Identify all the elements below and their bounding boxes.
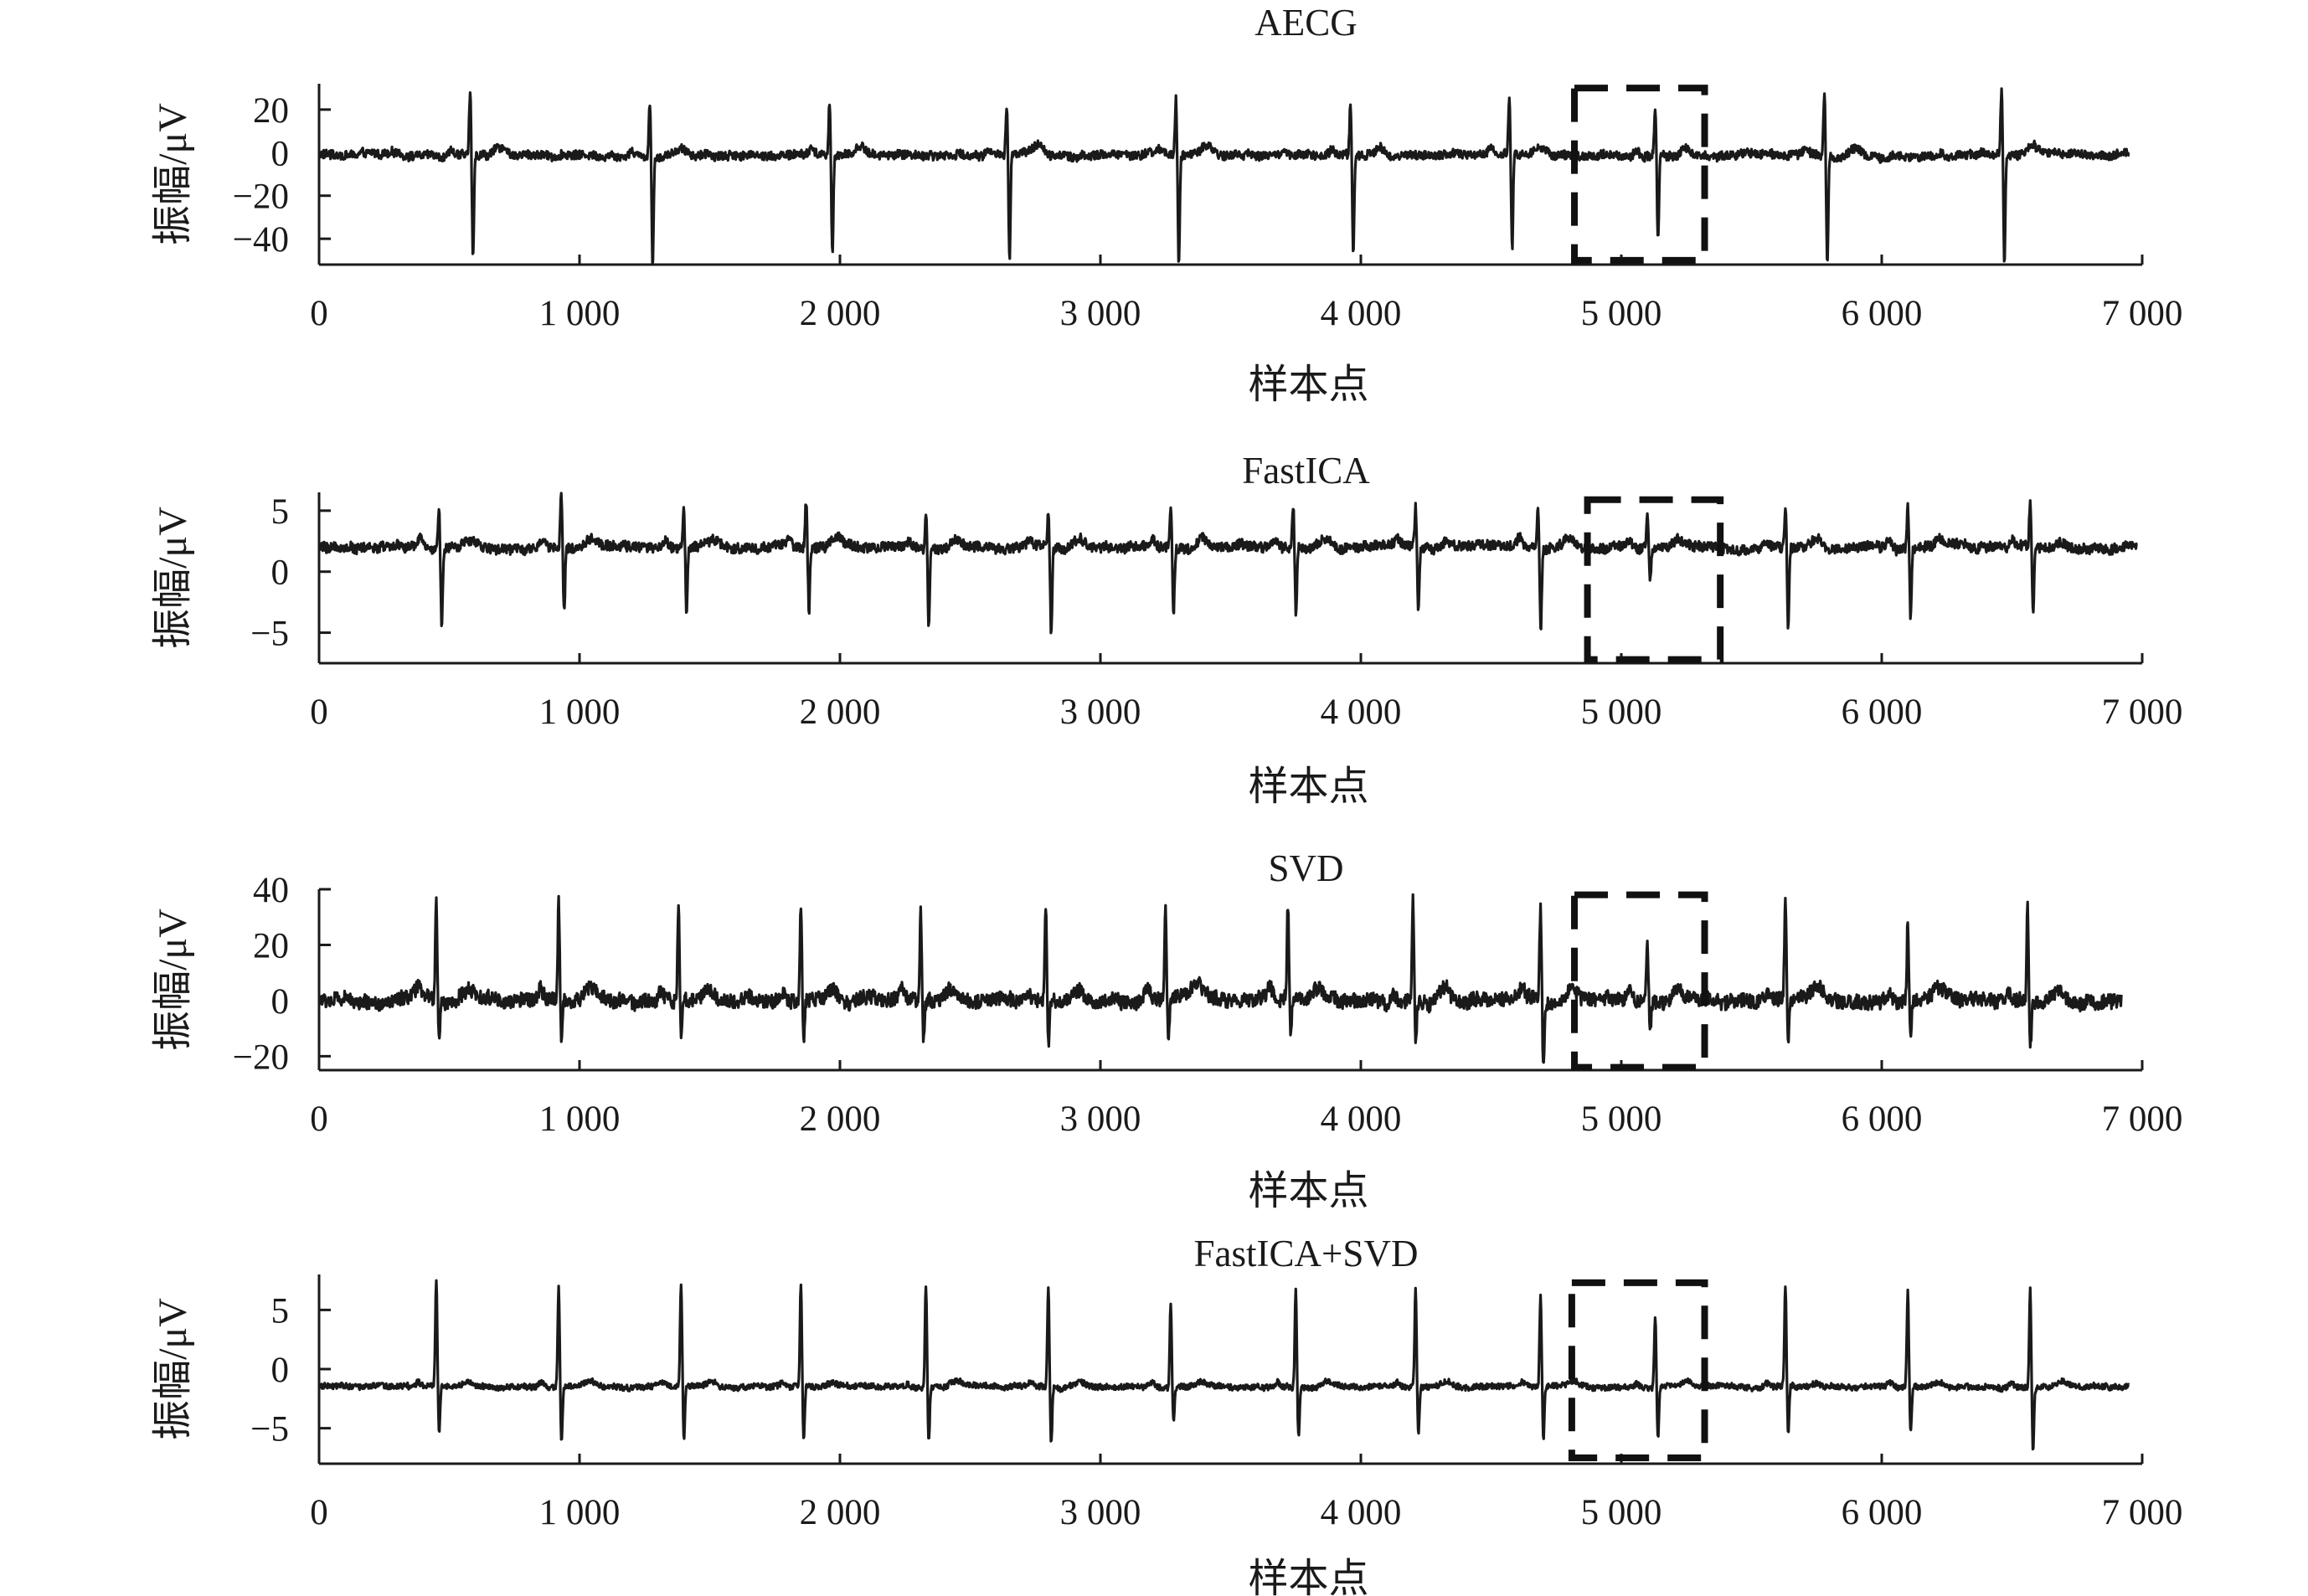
panel-3: SVD 0 1 000 2 000 3 000 4 000 5 000 6 000 7 000 4… xyxy=(151,847,2182,1213)
panel-1: AECG 0 1 000 2 000 3 000 4 000 5 000 6 000 7 000… xyxy=(151,2,2182,407)
x-tick-label: 0 xyxy=(310,1099,328,1139)
signal-line xyxy=(317,87,2130,266)
x-axis-label: 样本点 xyxy=(1248,363,1368,407)
y-tick-label: −20 xyxy=(233,178,289,217)
panel-4: FastICA+SVD 0 1 000 2 000 3 000 4 000 5 000 6 0… xyxy=(151,1233,2182,1596)
signal-line xyxy=(317,1279,2130,1451)
y-tick-label: 0 xyxy=(271,1351,290,1390)
panel-title: FastICA+SVD xyxy=(1194,1233,1419,1274)
x-tick-label: 4 000 xyxy=(1321,692,1402,732)
y-tick-label: 20 xyxy=(253,926,289,965)
y-tick-label: 5 xyxy=(271,1291,290,1331)
y-axis-label: 振幅/μV xyxy=(151,507,195,649)
x-tick-label: 5 000 xyxy=(1581,692,1662,732)
x-tick-label: 0 xyxy=(310,1493,328,1532)
x-tick-label: 1 000 xyxy=(539,692,621,732)
y-axis-label: 振幅/μV xyxy=(151,103,195,245)
y-tick-label: 5 xyxy=(271,492,290,532)
x-tick-label: 4 000 xyxy=(1321,1493,1402,1532)
highlight-box xyxy=(1571,85,1708,264)
y-tick-label: −20 xyxy=(233,1037,289,1077)
x-tick-label: 2 000 xyxy=(800,1493,881,1532)
y-axis-label: 振幅/μV xyxy=(151,1298,195,1440)
panel-title: AECG xyxy=(1254,2,1357,44)
x-axis-label: 样本点 xyxy=(1248,1557,1368,1596)
x-tick-label: 3 000 xyxy=(1060,1099,1141,1139)
x-axis-label: 样本点 xyxy=(1248,765,1368,809)
x-tick-label: 1 000 xyxy=(539,294,621,333)
x-tick-label: 2 000 xyxy=(800,1099,881,1139)
y-tick-label: −40 xyxy=(233,220,289,260)
x-tick-label: 7 000 xyxy=(2102,692,2183,732)
x-tick-label: 6 000 xyxy=(1842,294,1923,333)
signal-line xyxy=(317,492,2138,635)
x-tick-label: 5 000 xyxy=(1581,1493,1662,1532)
x-axis-label: 样本点 xyxy=(1248,1169,1368,1213)
x-tick-label: 6 000 xyxy=(1842,1493,1923,1532)
x-tick-label: 7 000 xyxy=(2102,1099,2183,1139)
y-tick-label: −5 xyxy=(250,1410,289,1449)
y-tick-label: 40 xyxy=(253,871,289,910)
x-tick-label: 4 000 xyxy=(1321,294,1402,333)
x-tick-label: 3 000 xyxy=(1060,294,1141,333)
x-tick-label: 5 000 xyxy=(1581,294,1662,333)
signal-line xyxy=(317,893,2123,1064)
x-tick-label: 6 000 xyxy=(1842,692,1923,732)
x-tick-label: 6 000 xyxy=(1842,1099,1923,1139)
x-tick-label: 2 000 xyxy=(800,294,881,333)
x-tick-label: 3 000 xyxy=(1060,692,1141,732)
x-tick-label: 5 000 xyxy=(1581,1099,1662,1139)
y-tick-label: 0 xyxy=(271,134,290,173)
x-tick-label: 1 000 xyxy=(539,1099,621,1139)
y-axis-label: 振幅/μV xyxy=(151,909,195,1051)
panel-2: FastICA 0 1 000 2 000 3 000 4 000 5 000 6 000 7 … xyxy=(151,450,2182,809)
x-tick-label: 7 000 xyxy=(2102,1493,2183,1532)
x-tick-label: 2 000 xyxy=(800,692,881,732)
x-tick-label: 0 xyxy=(310,294,328,333)
x-tick-label: 1 000 xyxy=(539,1493,621,1532)
x-tick-label: 7 000 xyxy=(2102,294,2183,333)
y-tick-label: 0 xyxy=(271,982,290,1022)
y-tick-label: 20 xyxy=(253,91,289,131)
highlight-box xyxy=(1568,1279,1708,1461)
y-tick-label: −5 xyxy=(250,615,289,654)
panel-title: SVD xyxy=(1268,847,1343,889)
panel-title: FastICA xyxy=(1242,450,1370,492)
x-tick-label: 4 000 xyxy=(1321,1099,1402,1139)
x-tick-label: 0 xyxy=(310,692,328,732)
x-tick-label: 3 000 xyxy=(1060,1493,1141,1532)
highlight-box xyxy=(1571,891,1708,1071)
y-tick-label: 0 xyxy=(271,553,290,593)
highlight-box xyxy=(1584,496,1724,663)
